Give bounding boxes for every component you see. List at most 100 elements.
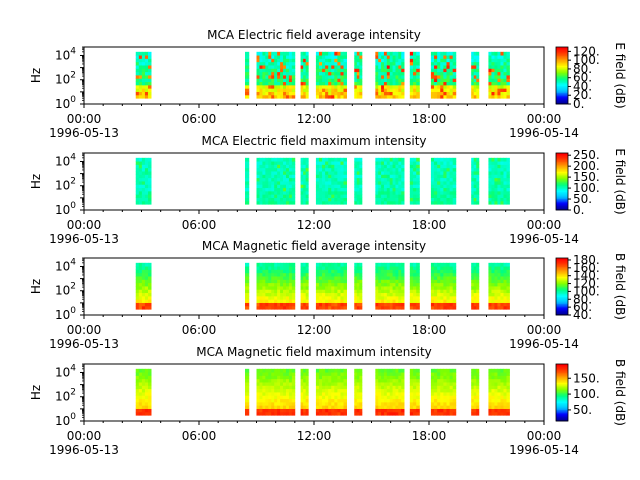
spectrogram-cell: [494, 276, 498, 280]
spectrogram-cell: [488, 388, 492, 393]
spectrogram-cell: [416, 262, 420, 267]
spectrogram-cell: [283, 282, 287, 287]
y-tick-label: 102: [55, 71, 76, 87]
spectrogram-cell: [452, 184, 457, 189]
spectrogram-cell: [392, 167, 396, 172]
spectrogram-cell: [497, 65, 501, 69]
spectrogram-cell: [471, 279, 475, 284]
spectrogram-cell: [416, 299, 420, 303]
colorbar-cell: [556, 265, 568, 267]
spectrogram-cell: [443, 302, 447, 307]
spectrogram-cell: [434, 51, 438, 56]
spectrogram-cell: [359, 375, 363, 380]
spectrogram-cell: [359, 190, 363, 195]
spectrogram-cell: [343, 276, 347, 280]
spectrogram-cell: [413, 392, 417, 396]
spectrogram-cell: [268, 78, 272, 83]
spectrogram-cell: [494, 181, 498, 185]
spectrogram-cell: [437, 289, 441, 294]
spectrogram-cell: [135, 269, 140, 274]
spectrogram-cell: [398, 177, 402, 182]
spectrogram-cell: [354, 84, 358, 89]
spectrogram-cell: [148, 51, 152, 56]
spectrogram-cell: [135, 292, 140, 297]
spectrogram-cell: [322, 405, 326, 409]
spectrogram-cell: [259, 282, 263, 287]
spectrogram-cell: [378, 94, 382, 99]
spectrogram-cell: [322, 262, 326, 267]
spectrogram-cell: [288, 388, 293, 393]
colorbar-tick-label: 40.: [573, 308, 592, 322]
spectrogram-cell: [503, 58, 507, 63]
spectrogram-cell: [271, 302, 275, 307]
spectrogram-cell: [280, 411, 284, 416]
spectrogram-cell: [378, 78, 382, 83]
spectrogram-cell: [434, 190, 438, 195]
spectrogram-cell: [443, 88, 447, 92]
colorbar-tick-label: 160.: [573, 261, 600, 275]
spectrogram-cell: [300, 61, 304, 66]
spectrogram-cell: [271, 81, 275, 86]
spectrogram-cell: [256, 279, 260, 284]
spectrogram-cell: [315, 276, 320, 280]
spectrogram-cell: [262, 187, 266, 192]
spectrogram-cell: [268, 61, 272, 66]
spectrogram-cell: [494, 401, 498, 406]
spectrogram-cell: [262, 94, 266, 99]
spectrogram-cell: [375, 61, 379, 66]
spectrogram-cell: [280, 157, 284, 162]
spectrogram-cell: [449, 272, 454, 277]
spectrogram-block: [430, 51, 457, 99]
spectrogram-cell: [262, 292, 266, 297]
spectrogram-cell: [381, 266, 385, 270]
spectrogram-cell: [305, 161, 309, 165]
spectrogram-cell: [473, 194, 477, 198]
spectrogram-cell: [318, 408, 323, 413]
spectrogram-cell: [497, 161, 501, 165]
spectrogram-cell: [328, 200, 332, 205]
spectrogram-cell: [259, 398, 263, 403]
spectrogram-cell: [359, 372, 363, 376]
spectrogram-cell: [401, 368, 405, 373]
spectrogram-cell: [446, 272, 450, 277]
colorbar-cell: [556, 194, 568, 197]
spectrogram-cell: [285, 282, 290, 287]
spectrogram-cell: [245, 91, 250, 96]
spectrogram-cell: [291, 167, 296, 172]
spectrogram-cell: [305, 167, 309, 172]
spectrogram-cell: [291, 84, 296, 89]
spectrogram-cell: [268, 262, 272, 267]
spectrogram-cell: [288, 161, 293, 165]
spectrogram-cell: [383, 295, 388, 300]
spectrogram-cell: [500, 78, 504, 83]
spectrogram-cell: [494, 68, 498, 73]
spectrogram-cell: [416, 276, 420, 280]
spectrogram-cell: [437, 395, 441, 400]
spectrogram-cell: [138, 375, 143, 380]
spectrogram-cell: [378, 385, 382, 390]
spectrogram-cell: [283, 382, 287, 386]
spectrogram-cell: [389, 65, 393, 69]
x-tick-label: 00:00: [527, 218, 562, 232]
spectrogram-cell: [494, 187, 498, 192]
spectrogram-cell: [473, 372, 477, 376]
spectrogram-cell: [476, 58, 480, 63]
spectrogram-cell: [262, 164, 266, 169]
spectrogram-cell: [491, 401, 495, 406]
spectrogram-cell: [383, 200, 388, 205]
spectrogram-cell: [386, 266, 391, 270]
spectrogram-cell: [443, 385, 447, 390]
spectrogram-cell: [452, 401, 457, 406]
spectrogram-cell: [245, 157, 250, 162]
spectrogram-cell: [277, 408, 281, 413]
spectrogram-cell: [386, 68, 391, 73]
spectrogram-cell: [416, 272, 420, 277]
spectrogram-cell: [488, 184, 492, 189]
spectrogram-cell: [141, 272, 146, 277]
spectrogram-cell: [356, 272, 360, 277]
spectrogram-cell: [274, 75, 278, 79]
spectrogram-cell: [288, 286, 293, 290]
spectrogram-cell: [268, 401, 272, 406]
spectrogram-cell: [331, 181, 335, 185]
spectrogram-cell: [322, 177, 326, 182]
